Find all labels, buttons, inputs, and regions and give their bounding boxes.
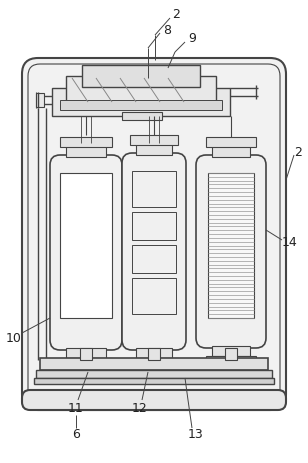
FancyBboxPatch shape bbox=[22, 390, 286, 410]
Bar bbox=[132, 212, 176, 240]
Text: 2: 2 bbox=[172, 8, 180, 21]
Bar bbox=[212, 346, 250, 356]
Bar bbox=[206, 137, 256, 147]
Bar bbox=[66, 348, 106, 358]
Bar bbox=[206, 356, 256, 364]
Bar bbox=[212, 145, 250, 157]
Text: 12: 12 bbox=[132, 401, 148, 414]
FancyBboxPatch shape bbox=[22, 58, 286, 410]
Bar bbox=[226, 364, 238, 378]
Bar bbox=[130, 135, 178, 145]
Bar bbox=[132, 245, 176, 273]
Bar bbox=[136, 143, 172, 155]
Bar bbox=[60, 137, 112, 147]
Bar bbox=[136, 348, 172, 358]
Text: 8: 8 bbox=[163, 24, 171, 37]
Bar bbox=[36, 93, 44, 107]
Bar bbox=[40, 358, 268, 370]
Text: 13: 13 bbox=[188, 428, 204, 442]
Bar bbox=[132, 171, 176, 207]
Bar bbox=[82, 65, 200, 87]
Bar bbox=[36, 370, 272, 378]
Bar bbox=[34, 378, 274, 384]
Text: 10: 10 bbox=[6, 332, 22, 344]
Text: 11: 11 bbox=[68, 401, 84, 414]
Bar bbox=[148, 348, 160, 360]
Bar bbox=[122, 112, 162, 120]
Text: 6: 6 bbox=[72, 428, 80, 442]
Bar bbox=[60, 100, 222, 110]
Bar bbox=[130, 358, 178, 366]
Bar bbox=[60, 173, 112, 318]
Text: 14: 14 bbox=[282, 237, 298, 250]
FancyBboxPatch shape bbox=[196, 155, 266, 348]
Bar bbox=[66, 145, 106, 157]
Bar bbox=[60, 358, 112, 366]
Bar bbox=[208, 173, 254, 318]
Bar bbox=[52, 88, 230, 116]
Bar bbox=[66, 76, 216, 104]
FancyBboxPatch shape bbox=[122, 153, 186, 350]
FancyBboxPatch shape bbox=[50, 155, 122, 350]
Text: 9: 9 bbox=[188, 31, 196, 44]
Bar bbox=[132, 278, 176, 314]
Text: 2: 2 bbox=[294, 145, 302, 158]
Bar bbox=[80, 348, 92, 360]
Bar bbox=[225, 348, 237, 360]
